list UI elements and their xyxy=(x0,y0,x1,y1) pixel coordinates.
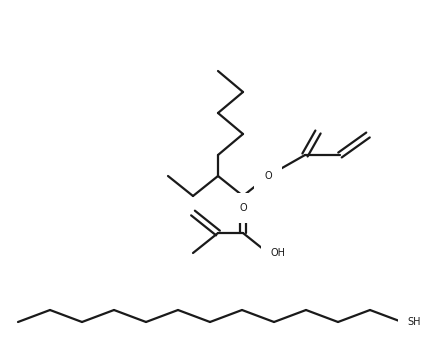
Text: O: O xyxy=(264,171,272,181)
Text: OH: OH xyxy=(271,248,285,258)
Text: O: O xyxy=(239,203,247,213)
Text: SH: SH xyxy=(407,317,421,327)
